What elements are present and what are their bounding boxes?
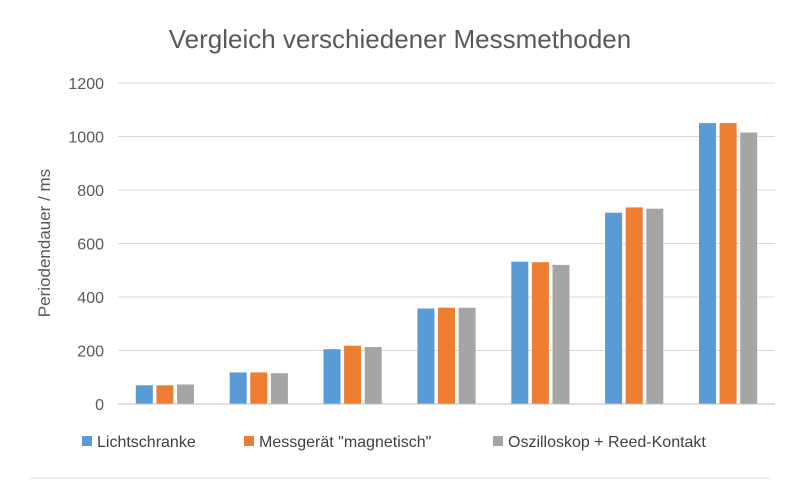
bar <box>699 123 716 404</box>
legend: Lichtschranke Messgerät "magnetisch" Oszil… <box>82 434 706 451</box>
y-tick-label: 400 <box>77 290 104 307</box>
y-tick-label: 800 <box>77 183 104 200</box>
bar <box>458 307 476 404</box>
bar <box>740 132 758 404</box>
bar <box>625 207 643 404</box>
bar <box>511 261 529 404</box>
y-tick-label: 1200 <box>68 76 104 93</box>
gridlines <box>118 82 775 351</box>
bar <box>417 308 435 404</box>
y-axis-label: Periodendauer / ms <box>35 169 54 317</box>
bar <box>719 123 737 404</box>
bar <box>344 345 362 404</box>
bar <box>229 372 247 404</box>
bar <box>552 264 570 404</box>
y-tick-label: 1000 <box>68 130 104 147</box>
bar <box>364 347 382 404</box>
chart-title: Vergleich verschiedener Messmethoden <box>169 24 631 54</box>
bar <box>323 349 341 404</box>
legend-swatch <box>244 436 254 446</box>
bar <box>646 208 664 404</box>
y-axis-ticks: 0 200 400 600 800 1000 1200 <box>68 76 104 414</box>
bars <box>135 123 758 404</box>
y-tick-label: 600 <box>77 237 104 254</box>
bar <box>270 373 288 404</box>
bar <box>156 385 174 404</box>
bar <box>531 262 549 404</box>
legend-label: Lichtschranke <box>97 434 196 451</box>
bar <box>250 372 268 404</box>
legend-label: Oszilloskop + Reed-Kontakt <box>508 434 706 451</box>
bar <box>177 384 194 404</box>
legend-label: Messgerät "magnetisch" <box>259 434 431 451</box>
legend-swatch <box>82 436 92 446</box>
y-tick-label: 0 <box>95 397 104 414</box>
bar <box>135 385 153 404</box>
legend-swatch <box>493 436 503 446</box>
bar <box>605 212 623 404</box>
y-tick-label: 200 <box>77 344 104 361</box>
bar <box>438 307 455 404</box>
